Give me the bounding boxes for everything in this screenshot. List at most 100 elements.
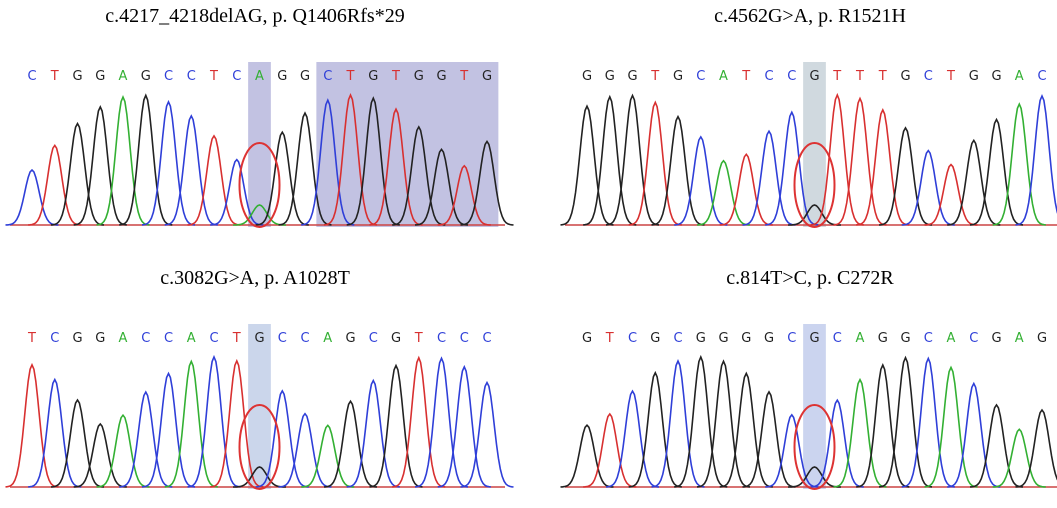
trace-peak [970, 120, 1023, 225]
base-call: C [323, 69, 332, 84]
base-call: A [1015, 331, 1024, 346]
base-call: G [650, 331, 660, 346]
base-call: G [809, 69, 819, 84]
trace-peak [6, 365, 59, 487]
base-call: G [141, 69, 151, 84]
base-call: C [50, 331, 59, 346]
trace-peak [1016, 410, 1057, 487]
base-call: A [119, 69, 128, 84]
base-call: G [605, 69, 615, 84]
base-call: G [718, 331, 728, 346]
base-call: T [650, 69, 659, 84]
base-call: C [278, 331, 287, 346]
trace-peak [720, 373, 773, 487]
trace-peak [28, 380, 81, 487]
base-call: G [300, 69, 310, 84]
base-call: G [95, 331, 105, 346]
base-call: T [832, 69, 841, 84]
base-call: A [856, 331, 865, 346]
highlight [248, 62, 271, 227]
base-call: G [436, 69, 446, 84]
base-call: G [900, 331, 910, 346]
trace-peak [902, 151, 955, 225]
trace-peak [324, 401, 377, 487]
panel-title: c.4217_4218delAG, p. Q1406Rfs*29 [105, 5, 404, 27]
base-call: G [696, 331, 706, 346]
trace-peak [652, 117, 705, 225]
trace-peak [461, 383, 514, 487]
base-call: G [627, 69, 637, 84]
trace-peak [119, 392, 172, 487]
trace-peak [74, 424, 127, 487]
highlight [248, 324, 271, 489]
base-call: T [209, 69, 218, 84]
chromatogram-panel: c.814T>C, p. C272RGTCGCGGGGCGCAGGCACGAG [561, 267, 1057, 489]
base-call: G [764, 331, 774, 346]
trace-peak [879, 128, 932, 225]
highlight [803, 62, 826, 227]
trace-peak [347, 381, 400, 487]
highlight [803, 324, 826, 489]
base-call: G [414, 69, 424, 84]
trace-peak [947, 384, 1000, 487]
trace-peak [925, 165, 978, 225]
trace-peak [165, 116, 218, 225]
base-call: G [900, 69, 910, 84]
trace-peak [301, 425, 354, 487]
base-call: G [969, 69, 979, 84]
trace-peak [606, 391, 659, 487]
base-call: G [741, 331, 751, 346]
trace-peak [51, 400, 104, 487]
base-call: G [391, 331, 401, 346]
base-call: C [437, 331, 446, 346]
base-call: C [187, 69, 196, 84]
base-call: T [878, 69, 887, 84]
trace-peak [28, 145, 81, 225]
base-call: C [141, 331, 150, 346]
trace-peak [720, 154, 773, 225]
base-call: G [277, 69, 287, 84]
base-call: G [254, 331, 264, 346]
base-call: C [164, 69, 173, 84]
trace-peak [743, 131, 796, 225]
base-call: C [482, 331, 491, 346]
base-call: G [809, 331, 819, 346]
panel-title: c.3082G>A, p. A1028T [160, 267, 350, 289]
base-call: C [787, 69, 796, 84]
base-call: T [232, 331, 241, 346]
trace-peak [583, 414, 636, 487]
base-call: C [969, 331, 978, 346]
trace-peak [856, 110, 909, 225]
base-call: C [27, 69, 36, 84]
base-call: C [924, 69, 933, 84]
base-call: C [764, 69, 773, 84]
base-call: G [673, 69, 683, 84]
base-call: T [459, 69, 468, 84]
base-call: C [787, 331, 796, 346]
base-call: C [924, 331, 933, 346]
base-call: T [855, 69, 864, 84]
base-call: G [72, 69, 82, 84]
panel-title: c.814T>C, p. C272R [726, 267, 894, 289]
chromatogram-panel: c.3082G>A, p. A1028TTCGGACCACTGCCAGCGTCC… [6, 267, 514, 489]
base-call: T [605, 331, 614, 346]
trace-peak [561, 425, 614, 487]
base-call: G [878, 331, 888, 346]
base-call: G [991, 69, 1001, 84]
base-call: G [95, 69, 105, 84]
base-call: C [696, 69, 705, 84]
trace-peak [674, 137, 727, 225]
base-call: A [719, 69, 728, 84]
base-call: G [991, 331, 1001, 346]
base-call: C [833, 331, 842, 346]
base-call: T [27, 331, 36, 346]
base-call: A [323, 331, 332, 346]
base-call: C [628, 331, 637, 346]
base-call: C [300, 331, 309, 346]
base-call: A [187, 331, 196, 346]
base-call: T [346, 69, 355, 84]
figure: c.4217_4218delAG, p. Q1406Rfs*29CTGGAGCC… [0, 0, 1057, 508]
base-call: C [209, 331, 218, 346]
base-call: A [1015, 69, 1024, 84]
